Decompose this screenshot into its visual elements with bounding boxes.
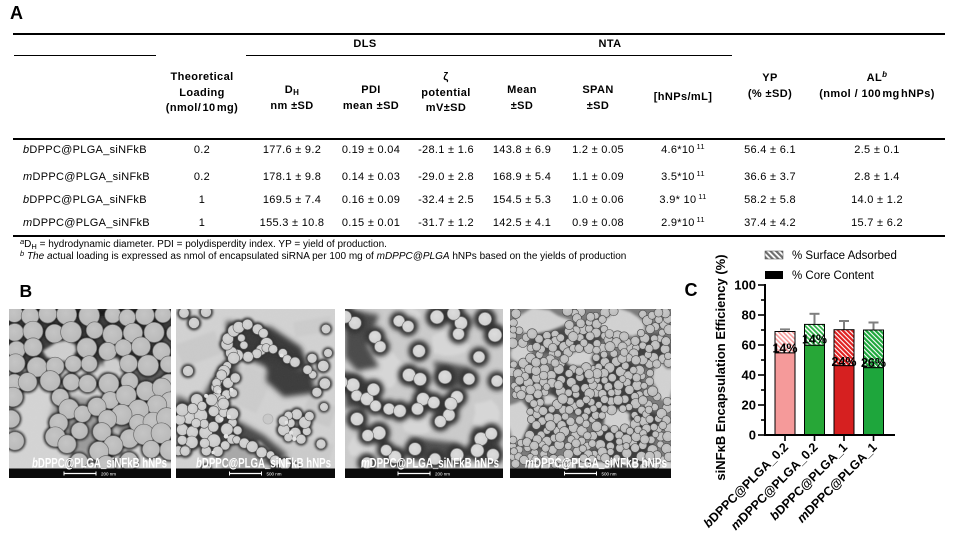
svg-text:100: 100 bbox=[734, 278, 756, 293]
svg-text:500 nm: 500 nm bbox=[267, 472, 282, 477]
svg-text:24%: 24% bbox=[831, 355, 856, 369]
svg-text:mDPPC@PLGA_siNFkB hNPs: mDPPC@PLGA_siNFkB hNPs bbox=[361, 456, 499, 471]
svg-text:500 nm: 500 nm bbox=[602, 472, 617, 477]
svg-text:14%: 14% bbox=[802, 333, 827, 347]
svg-text:26%: 26% bbox=[861, 356, 886, 370]
svg-text:40: 40 bbox=[742, 368, 756, 383]
svg-text:siNFκB Encapsulation Efficienc: siNFκB Encapsulation Efficiency (%) bbox=[713, 254, 728, 480]
svg-text:bDPPC@PLGA_siNFkB hNPs: bDPPC@PLGA_siNFkB hNPs bbox=[32, 456, 167, 471]
svg-text:80: 80 bbox=[742, 308, 756, 323]
svg-text:14%: 14% bbox=[772, 342, 797, 356]
svg-text:bDPPC@PLGA_siNFkB hNPs: bDPPC@PLGA_siNFkB hNPs bbox=[196, 456, 331, 471]
svg-text:% Core Content: % Core Content bbox=[792, 270, 875, 282]
svg-text:60: 60 bbox=[742, 338, 756, 353]
svg-text:200 nm: 200 nm bbox=[101, 472, 116, 477]
svg-text:200 nm: 200 nm bbox=[435, 472, 450, 477]
svg-text:mDPPC@PLGA_siNFkB hNPs: mDPPC@PLGA_siNFkB hNPs bbox=[525, 456, 667, 471]
svg-text:0: 0 bbox=[749, 428, 756, 443]
svg-text:% Surface Adsorbed: % Surface Adsorbed bbox=[792, 250, 897, 262]
svg-text:20: 20 bbox=[742, 398, 756, 413]
